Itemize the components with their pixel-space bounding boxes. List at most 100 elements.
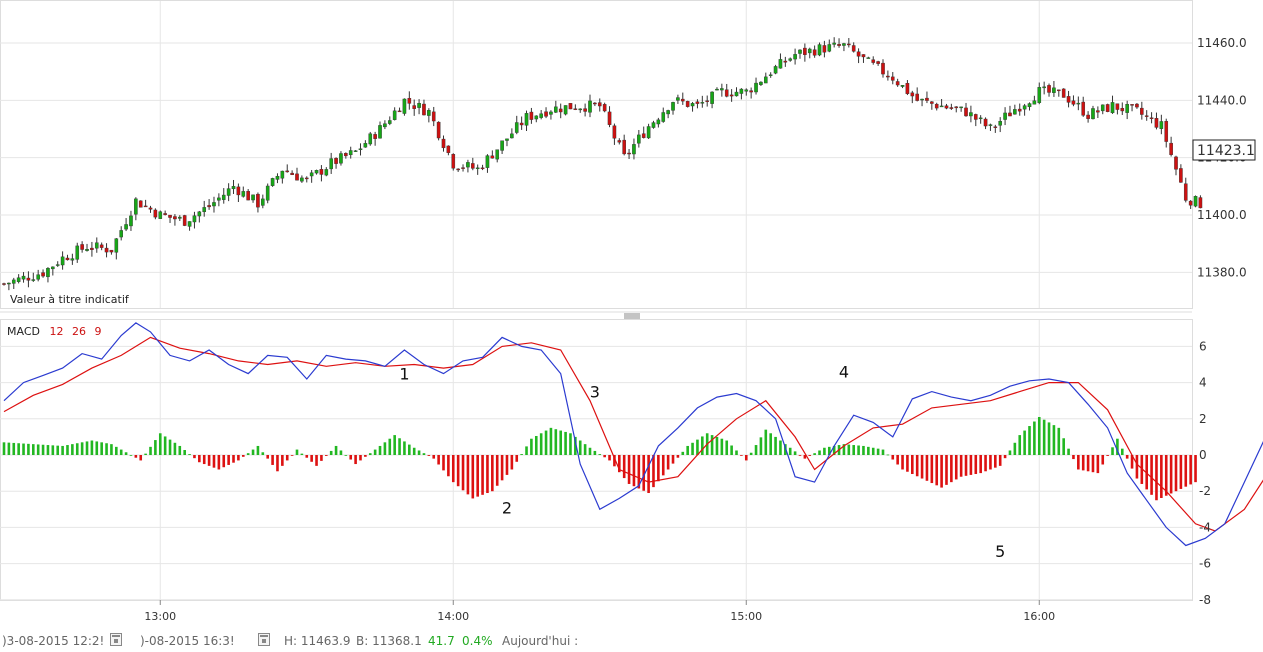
histogram-bar [154,440,157,455]
histogram-bar [12,442,16,455]
candle-body [383,123,387,128]
candle-body [505,138,509,141]
candle-body [764,76,768,84]
histogram-bar [207,455,211,466]
histogram-bar [1184,455,1188,487]
annotation-label: 5 [995,542,1005,561]
histogram-bar [75,443,79,455]
histogram-bar [998,455,1002,466]
calendar-icon[interactable] [110,633,122,646]
range-start-date[interactable]: )3-08-2015 12:2! [2,634,105,648]
histogram-bar [46,445,50,455]
histogram-bar [818,450,821,455]
histogram-bar [1081,455,1085,471]
histogram-bar [1189,455,1192,485]
candle-body [334,158,338,164]
candle-body [1066,96,1071,103]
range-end-date[interactable]: )-08-2015 16:3! [140,634,235,648]
histogram-bar [1179,455,1183,489]
histogram-bar [124,452,128,455]
candle-body [1115,103,1120,110]
candle-body [900,85,905,87]
histogram-bar [388,438,392,455]
candle-body [866,57,871,59]
candle-body [1169,142,1173,155]
candle-body [138,200,143,208]
annotation-label: 2 [502,498,512,517]
candle-body [978,117,983,120]
candle-body [739,88,744,94]
histogram-bar [681,451,685,455]
candle-body [339,153,343,164]
histogram-bar [412,447,416,455]
histogram-bar [744,455,748,461]
histogram-bar [632,455,636,487]
histogram-bar [603,455,606,458]
candle-body [680,98,685,102]
panel-splitter[interactable] [0,311,1192,319]
histogram-bar [290,455,294,456]
candle-body [1037,87,1042,103]
histogram-bar [442,455,445,471]
histogram-bar [41,444,45,455]
x-tick-label: 14:00 [437,610,469,623]
histogram-bar [334,445,338,455]
candle-body [114,238,119,253]
candle-body [1091,108,1095,120]
price-y-tick-label: 11380.0 [1197,265,1247,279]
candle-body [500,140,504,151]
histogram-bar [500,455,504,481]
candle-body [881,62,885,75]
macd-histogram [2,416,1197,501]
candle-body [969,112,973,117]
stat-low: B: 11368.1 [356,634,422,648]
calendar-icon[interactable] [258,633,270,646]
candle-body [436,121,441,139]
histogram-bar [2,442,6,455]
candle-body [16,277,21,282]
histogram-bar [305,455,309,458]
macd-y-tick-label: 0 [1199,448,1207,462]
candle-body [646,126,651,139]
histogram-bar [569,433,572,455]
histogram-bar [261,452,265,455]
macd-param-fast: 12 [49,325,63,338]
candle-body [495,149,500,160]
candle-body [265,185,270,201]
candle-body [251,194,255,201]
price-y-tick-label: 11440.0 [1197,93,1247,107]
candle-body [549,111,553,115]
candle-body [226,188,231,196]
histogram-bar [202,455,206,465]
candle-body [173,216,177,220]
histogram-bar [701,436,704,455]
candle-body [387,120,392,124]
histogram-bar [1047,422,1051,455]
annotation-label: 1 [399,365,409,384]
candle-body [1140,107,1144,115]
candle-body [1130,104,1134,106]
candle-body [168,214,172,218]
histogram-bar [666,455,670,470]
histogram-bar [466,455,470,495]
candle-body [944,105,949,109]
histogram-bar [686,445,689,455]
candle-body [129,215,133,227]
histogram-bar [7,442,11,455]
candle-body [7,282,11,285]
candle-body [661,112,666,122]
histogram-bar [1077,455,1080,470]
macd-param-signal: 9 [94,325,101,338]
candle-body [539,113,543,118]
last-value: 11423.1 [1197,143,1255,159]
macd-line [3,322,1263,547]
candle-body [1154,118,1159,128]
candle-body [51,266,55,270]
candle-body [988,124,993,126]
candle-body [793,54,797,60]
candle-body [300,177,304,182]
candle-body [837,44,841,46]
